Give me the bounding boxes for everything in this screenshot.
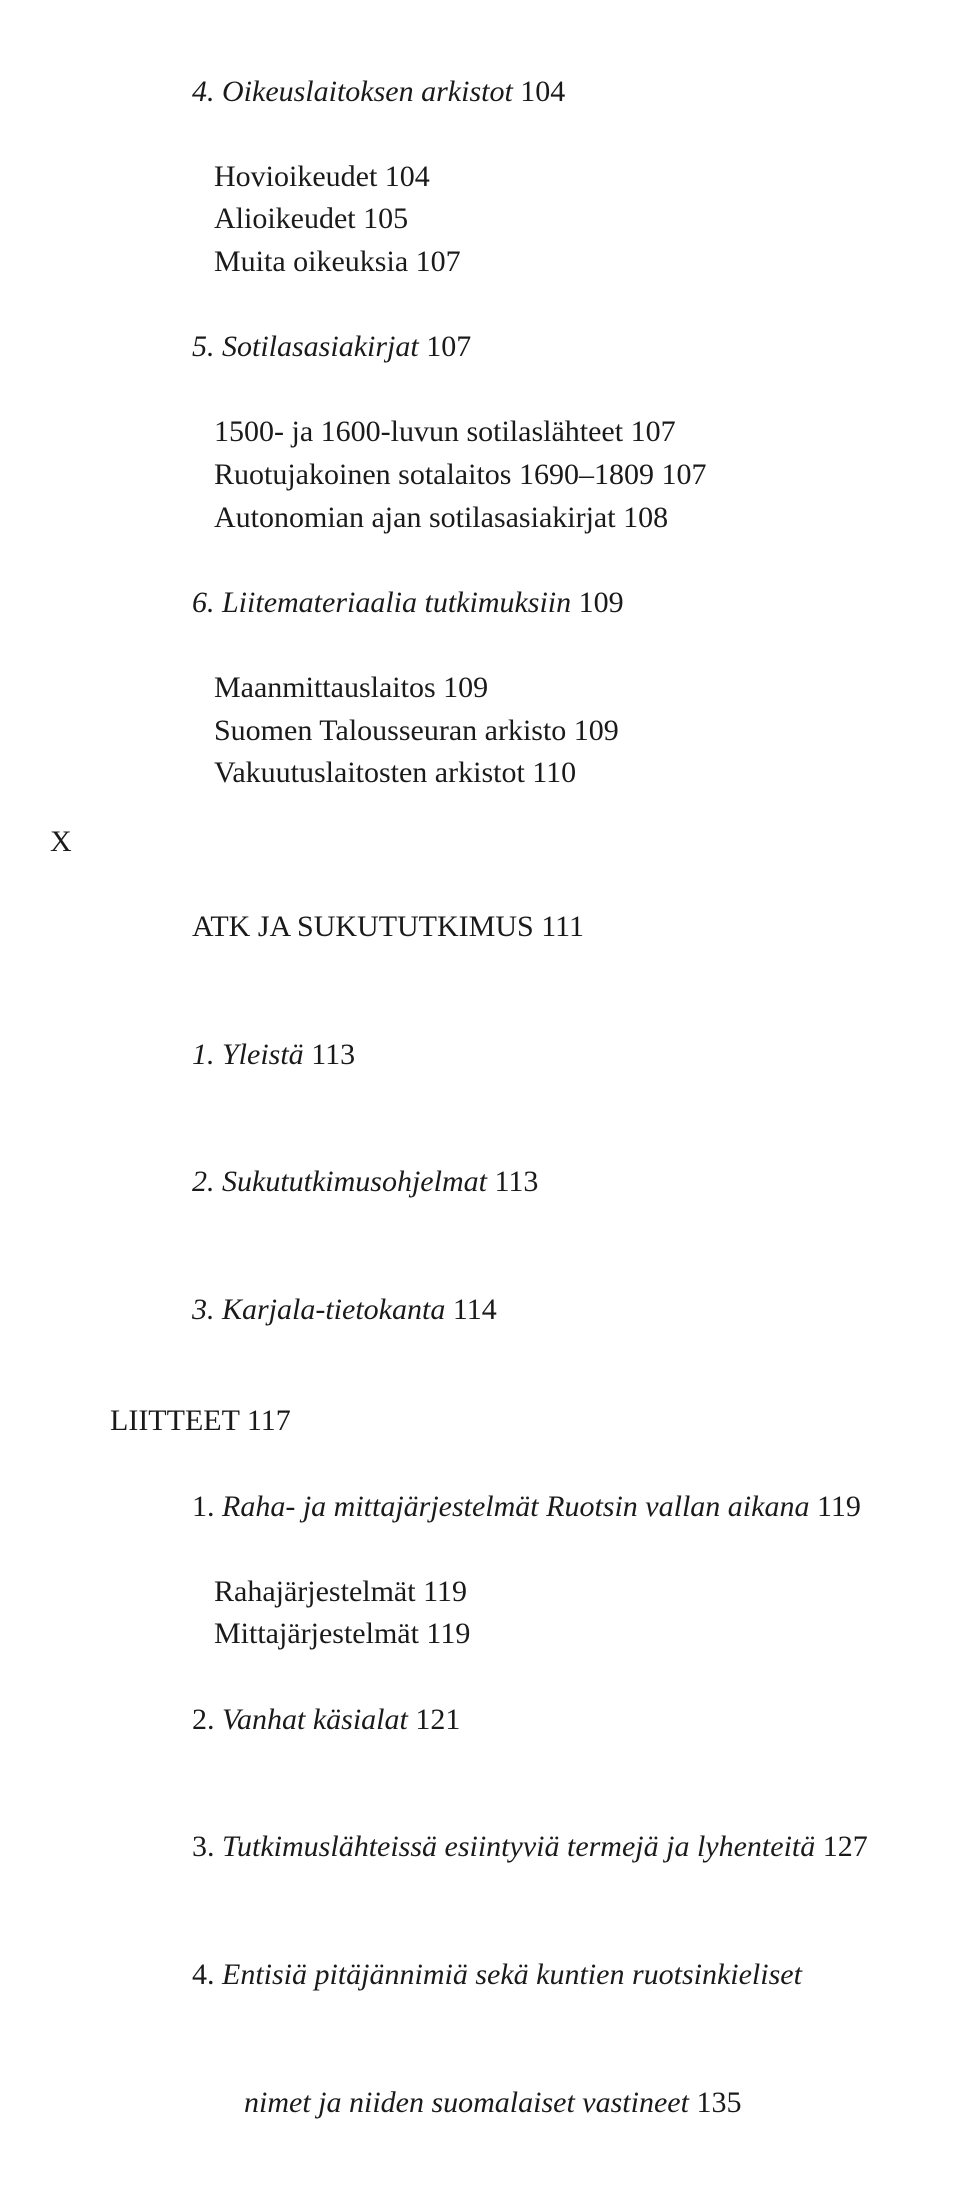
toc-page-number: 104: [513, 75, 566, 108]
chapter-title: ATK JA SUKUTUTKIMUS 111: [192, 910, 584, 943]
toc-appendix-item: 4. Entisiä pitäjännimiä sekä kuntien ruo…: [110, 1912, 900, 2040]
toc-italic-title: Raha- ja mittajärjestelmät Ruotsin valla…: [222, 1490, 809, 1523]
toc-item: 1. Yleistä 113: [110, 991, 900, 1119]
toc-section-4-title: 4. Oikeuslaitoksen arkistot 104: [110, 28, 900, 156]
toc-page: 4. Oikeuslaitoksen arkistot 104 Hovioike…: [0, 0, 960, 2207]
toc-subline: Muita oikeuksia 107: [110, 241, 900, 284]
toc-subline: Rahajärjestelmät 119: [110, 1571, 900, 1614]
toc-italic-title: Tutkimuslähteissä esiintyviä termejä ja …: [222, 1830, 815, 1863]
toc-page-number: 107: [419, 330, 472, 363]
toc-appendix-item: 1. Raha- ja mittajärjestelmät Ruotsin va…: [110, 1443, 900, 1571]
toc-page-number: 135: [689, 2086, 742, 2119]
toc-italic-title: 4. Oikeuslaitoksen arkistot: [192, 75, 513, 108]
toc-chapter-x: X ATK JA SUKUTUTKIMUS 111: [110, 821, 900, 991]
toc-italic-title: 5. Sotilasasiakirjat: [192, 330, 419, 363]
toc-subline: Suomen Talousseuran arkisto 109: [110, 710, 900, 753]
toc-appendix-item: 3. Tutkimuslähteissä esiintyviä termejä …: [110, 1784, 900, 1912]
toc-subline: Ruotujakoinen sotalaitos 1690–1809 107: [110, 454, 900, 497]
toc-italic-title: Entisiä pitäjännimiä sekä kuntien ruotsi…: [222, 1958, 802, 1991]
toc-italic-title: nimet ja niiden suomalaiset vastineet: [244, 2086, 689, 2119]
chapter-marker: X: [50, 821, 72, 864]
section-gap: [110, 1374, 900, 1400]
toc-section-6-title: 6. Liitemateriaalia tutkimuksiin 109: [110, 539, 900, 667]
toc-item-number: 1.: [192, 1490, 222, 1523]
toc-subline: Autonomian ajan sotilasasiakirjat 108: [110, 497, 900, 540]
toc-page-number: 127: [815, 1830, 868, 1863]
toc-italic-title: 6. Liitemateriaalia tutkimuksiin: [192, 586, 571, 619]
toc-item-number: 3.: [192, 1830, 222, 1863]
toc-subline: Hovioikeudet 104: [110, 156, 900, 199]
toc-page-number: 109: [571, 586, 624, 619]
toc-subline: 1500- ja 1600-luvun sotilaslähteet 107: [110, 411, 900, 454]
toc-appendix-item-cont: nimet ja niiden suomalaiset vastineet 13…: [110, 2039, 900, 2167]
toc-page-number: 114: [445, 1293, 496, 1326]
toc-italic-title: 3. Karjala-tietokanta: [192, 1293, 445, 1326]
toc-page-number: 121: [408, 1703, 461, 1736]
toc-subline: Mittajärjestelmät 119: [110, 1613, 900, 1656]
toc-page-number: 113: [487, 1165, 538, 1198]
toc-italic-title: Vanhat käsialat: [222, 1703, 408, 1736]
toc-section-5-title: 5. Sotilasasiakirjat 107: [110, 284, 900, 412]
toc-page-number: 119: [809, 1490, 860, 1523]
toc-italic-title: 1. Yleistä: [192, 1038, 304, 1071]
toc-subline: Maanmittauslaitos 109: [110, 667, 900, 710]
toc-page-number: 113: [304, 1038, 355, 1071]
section-gap: [110, 795, 900, 821]
toc-appendix-item: 2. Vanhat käsialat 121: [110, 1656, 900, 1784]
toc-italic-title: 2. Sukututkimusohjelmat: [192, 1165, 487, 1198]
toc-item: 2. Sukututkimusohjelmat 113: [110, 1119, 900, 1247]
toc-item-number: 4.: [192, 1958, 222, 1991]
toc-appendix-title: LIITTEET 117: [110, 1400, 900, 1443]
toc-subline: Vakuutuslaitosten arkistot 110: [110, 752, 900, 795]
toc-item-number: 2.: [192, 1703, 222, 1736]
toc-subline: Alioikeudet 105: [110, 198, 900, 241]
toc-item: 3. Karjala-tietokanta 114: [110, 1247, 900, 1375]
